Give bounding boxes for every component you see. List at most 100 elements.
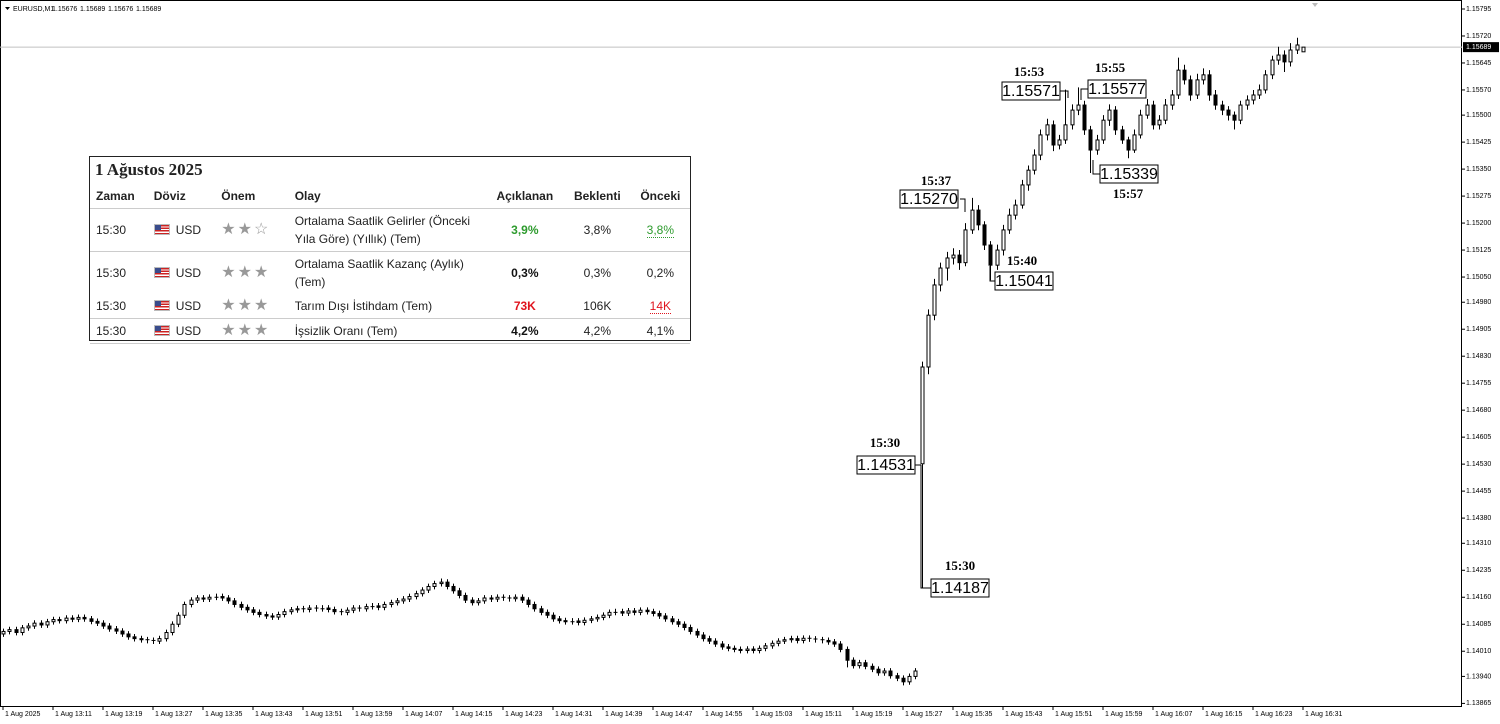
candle-body	[1232, 114, 1237, 121]
candle-body	[1151, 104, 1156, 126]
candle-body	[489, 597, 494, 600]
candle-body	[795, 638, 800, 641]
y-tick-label: 1.15200	[1466, 220, 1491, 227]
star: ★	[221, 221, 236, 238]
x-tick-label: 1 Aug 14:31	[555, 711, 592, 718]
candle-body	[713, 640, 718, 645]
x-tick-label: 1 Aug 15:03	[755, 711, 792, 718]
candle-body	[1082, 104, 1087, 131]
previous-cell: 0,2%	[631, 252, 690, 295]
candle-body	[932, 284, 937, 316]
candle-body	[1163, 104, 1168, 121]
candle-body	[170, 623, 175, 634]
y-tick-label: 1.14010	[1466, 648, 1491, 655]
candle-body	[645, 609, 650, 613]
previous-cell: 4,1%	[630, 318, 690, 344]
candle-body	[838, 643, 843, 650]
y-tick-label: 1.14530	[1466, 461, 1491, 468]
price-tag	[1463, 42, 1499, 53]
y-tick-label: 1.14310	[1466, 540, 1491, 547]
annotation-price: 1.15041	[995, 273, 1053, 290]
plot-frame	[0, 0, 1462, 707]
importance: ★ ★ ☆	[215, 208, 285, 252]
candle-body	[1182, 69, 1187, 81]
forecast: 3,8%	[563, 208, 631, 252]
x-tick-label: 1 Aug 14:15	[455, 711, 492, 718]
annotation-price: 1.14187	[931, 580, 989, 597]
y-tick-label: 1.15275	[1466, 193, 1491, 200]
y-tick-label: 1.14755	[1466, 380, 1491, 387]
star: ☆	[253, 221, 269, 238]
annotation-time: 15:40	[1007, 253, 1037, 268]
x-tick-label: 1 Aug 16:07	[1155, 711, 1192, 718]
currency: USD	[175, 266, 202, 280]
candle-body	[638, 609, 643, 613]
x-tick-label: 1 Aug 14:47	[655, 711, 692, 718]
x-tick-label: 1 Aug 15:59	[1105, 711, 1142, 718]
annotation-time: 15:30	[870, 435, 900, 450]
x-tick-label: 1 Aug 13:51	[305, 711, 342, 718]
candle-body	[632, 610, 637, 613]
annotation-box	[930, 578, 990, 598]
annotation-leader	[920, 465, 931, 589]
candle-body	[757, 647, 762, 652]
candle-body	[201, 597, 206, 600]
candle-body	[76, 616, 81, 620]
y-tick-label: 1.14680	[1466, 407, 1491, 414]
header-value: 1.15689	[80, 6, 105, 13]
candle-body	[395, 600, 400, 604]
candle-body	[164, 632, 169, 640]
x-tick-label: 1 Aug 14:23	[505, 711, 542, 718]
candle-body	[295, 608, 300, 611]
candle-body	[364, 606, 369, 610]
candle-body	[476, 600, 481, 604]
shift-marker	[1312, 3, 1318, 7]
x-tick-label: 1 Aug 14:07	[405, 711, 442, 718]
y-tick-label: 1.14455	[1466, 488, 1491, 495]
candle-body	[445, 581, 450, 587]
x-tick-label: 1 Aug 16:31	[1305, 711, 1342, 718]
candle-body	[682, 623, 687, 628]
candle-body	[589, 618, 594, 621]
candle-body	[420, 589, 425, 595]
x-tick-label: 1 Aug 13:19	[105, 711, 142, 718]
candle-body	[789, 638, 794, 641]
candle-body	[457, 590, 462, 596]
candle-body	[1001, 229, 1006, 251]
star: ★	[221, 264, 236, 281]
candle-body	[1132, 134, 1137, 151]
candle-body	[1032, 154, 1037, 171]
column-header: Önceki	[630, 184, 690, 209]
event-time: 15:30	[90, 208, 148, 252]
star: ★	[253, 264, 269, 281]
candle-body	[1176, 69, 1181, 96]
candle-body	[745, 648, 750, 652]
candle-body	[1076, 104, 1081, 111]
candle-body	[39, 622, 44, 626]
candle-body	[82, 616, 87, 620]
candle-body	[1138, 114, 1143, 136]
star: ★	[253, 322, 269, 339]
candle-body	[863, 662, 868, 667]
candle-body	[64, 617, 69, 622]
candle-body	[1070, 109, 1075, 126]
star: ★	[253, 297, 269, 314]
candle-body	[701, 634, 706, 640]
flag-icon	[153, 224, 170, 235]
candle-body	[707, 638, 712, 642]
header-value: 1.15689	[136, 6, 161, 13]
annotation-price: 1.15339	[1100, 166, 1158, 183]
candle-body	[289, 609, 294, 613]
candle-body	[126, 633, 131, 638]
annotation-time: 15:53	[1014, 64, 1045, 79]
previous-cell: 14K	[630, 294, 690, 319]
y-tick-label: 1.15720	[1466, 33, 1491, 40]
currency-cell: USD	[148, 252, 216, 295]
annotation-leader	[1080, 88, 1088, 100]
candle-body	[982, 224, 987, 246]
x-tick-label: 1 Aug 13:11	[55, 711, 92, 718]
currency: USD	[175, 324, 202, 338]
currency-cell: USD	[147, 294, 216, 319]
x-tick-label: 1 Aug 13:43	[255, 711, 292, 718]
candle-body	[226, 597, 231, 602]
